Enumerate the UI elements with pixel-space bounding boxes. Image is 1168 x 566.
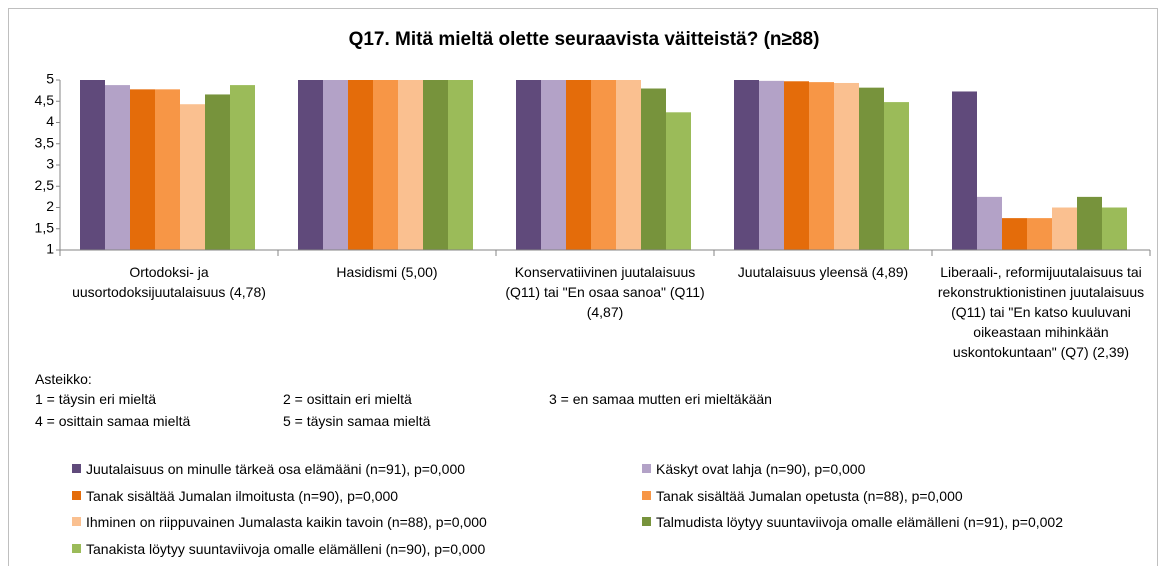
scale-note: 5 = täysin samaa mieltä [283,413,431,429]
bar [398,80,423,250]
bar [205,94,230,250]
y-tick-label: 1 [46,241,54,257]
y-tick-label: 5 [46,71,54,87]
legend-swatch [72,490,81,500]
bar [1102,207,1127,250]
x-tick-label: Hasidismi (5,00) [336,264,438,280]
y-tick-label: 3,5 [35,134,55,150]
legend-label: Käskyt ovat lahja (n=90), p=0,000 [656,461,866,477]
bar [180,104,205,250]
legend-label: Tanakista löytyy suuntaviivoja omalle el… [86,540,486,557]
bar [155,89,180,250]
bar [784,81,809,251]
bar [952,91,977,250]
y-tick-label: 2 [46,198,54,214]
legend-label: Juutalaisuus on minulle tärkeä osa elämä… [86,461,466,477]
bar [641,88,666,250]
legend-swatch [642,490,651,500]
x-tick-label: Juutalaisuus yleensä (4,89) [737,264,909,280]
bar [759,80,784,250]
x-tick-label: Konservatiivinen juutalaisuus (Q11) tai … [505,264,705,320]
legend-label: Talmudista löytyy suuntaviivoja omalle e… [656,514,1063,530]
bar [348,80,373,250]
bar [130,89,155,250]
chart-frame [8,8,1158,566]
legend-swatch [642,464,651,473]
chart-title: Q17. Mitä mieltä olette seuraavista väit… [349,29,820,50]
scale-note: 3 = en samaa mutten eri mieltäkään [549,391,772,407]
y-tick-label: 1,5 [35,219,55,235]
bar [734,80,759,250]
legend-label: Tanak sisältää Jumalan opetusta (n=88), … [656,487,963,504]
legend-swatch [72,517,81,526]
y-tick-label: 2,5 [35,177,55,193]
scale-note: 4 = osittain samaa mieltä [35,413,191,429]
bar [323,80,348,250]
bar [541,80,566,250]
scale-title: Asteikko: [35,371,92,387]
bar [423,80,448,250]
bar [1077,196,1102,250]
bar [1027,218,1052,250]
bar [859,87,884,251]
bar [448,80,473,250]
bar [809,82,834,250]
x-tick-label: Liberaali-, reformijuutalaisuus tai reko… [937,264,1145,360]
bar [977,196,1002,250]
legend-swatch [72,464,81,473]
scale-note: 2 = osittain eri mieltä [283,391,412,407]
bar [516,80,541,250]
x-tick-label: Ortodoksi- ja uusortodoksijuutalaisuus (… [72,264,266,300]
bar [616,80,641,250]
legend-swatch [72,543,81,553]
bar [1052,207,1077,250]
legend-label: Ihminen on riippuvainen Jumalasta kaikin… [86,514,487,530]
y-tick-label: 4 [46,113,54,129]
bar [591,80,616,250]
bar [884,102,909,250]
y-tick-label: 3 [46,156,54,172]
bar [80,80,105,250]
bar [834,82,859,250]
y-tick-label: 4,5 [35,92,55,108]
legend-swatch [642,517,651,526]
bar [1002,218,1027,250]
scale-note: 1 = täysin eri mieltä [35,391,156,407]
bar [666,112,691,250]
bar [373,80,398,250]
bar [105,85,130,250]
bar [298,80,323,250]
bar [566,80,591,250]
bar [230,85,255,250]
legend-label: Tanak sisältää Jumalan ilmoitusta (n=90)… [86,487,399,504]
